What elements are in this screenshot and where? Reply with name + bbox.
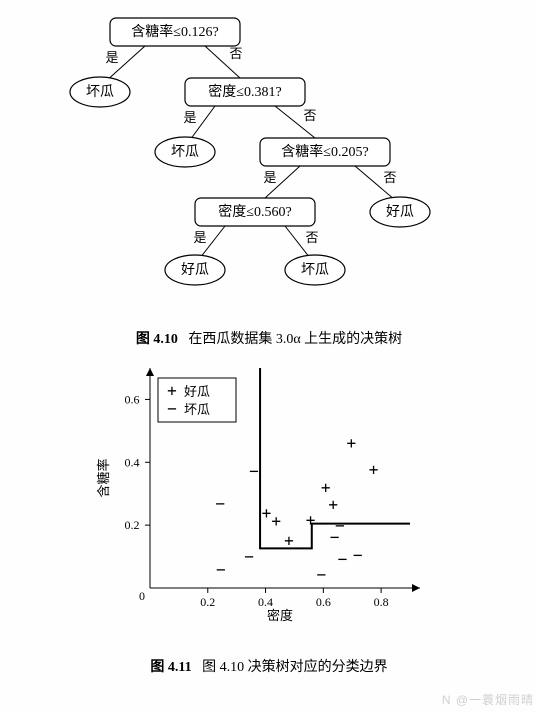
leaf-bad-1-label: 坏瓜 bbox=[86, 84, 114, 100]
svg-text:−: − bbox=[335, 516, 345, 535]
svg-text:−: − bbox=[353, 546, 363, 565]
legend-good-label: 好瓜 bbox=[184, 384, 210, 399]
svg-text:+: + bbox=[347, 433, 357, 452]
svg-text:0.2: 0.2 bbox=[125, 518, 140, 532]
watermark: N @一蓑烟雨晴 bbox=[442, 691, 534, 708]
svg-text:−: − bbox=[338, 549, 348, 568]
svg-text:+: + bbox=[369, 460, 379, 479]
svg-text:−: − bbox=[216, 560, 226, 579]
ticks: 0.2 0.4 0.6 0.8 0.2 0.4 0.6 bbox=[125, 392, 389, 609]
node-density2-label: 密度≤0.560? bbox=[218, 203, 291, 220]
edge-label-yes: 是 bbox=[105, 50, 118, 65]
caption-410-text: 在西瓜数据集 3.0α 上生成的决策树 bbox=[188, 332, 402, 347]
origin-label: 0 bbox=[139, 589, 145, 603]
caption-411-text: 图 4.10 决策树对应的分类边界 bbox=[202, 660, 388, 675]
svg-text:+: + bbox=[321, 478, 331, 497]
leaf-bad-2-label: 坏瓜 bbox=[171, 144, 199, 160]
data-points: ++++++++−−−−−−−−− bbox=[215, 433, 378, 583]
edge-label-yes: 是 bbox=[193, 230, 206, 245]
caption-411-fig: 图 4.11 bbox=[150, 660, 191, 675]
y-axis-arrow bbox=[146, 368, 154, 376]
svg-text:+: + bbox=[271, 512, 281, 531]
edge-label-no: 否 bbox=[303, 108, 316, 123]
ylabel: 含糖率 bbox=[96, 458, 111, 497]
caption-410-fig: 图 4.10 bbox=[136, 332, 178, 347]
node-sugar2-label: 含糖率≤0.205? bbox=[281, 143, 368, 160]
caption-410: 图 4.10 在西瓜数据集 3.0α 上生成的决策树 bbox=[0, 320, 538, 348]
svg-text:+: + bbox=[328, 495, 338, 514]
svg-text:−: − bbox=[215, 494, 225, 513]
xlabel: 密度 bbox=[267, 608, 293, 623]
edge-label-no: 否 bbox=[229, 46, 242, 61]
svg-text:−: − bbox=[244, 547, 254, 566]
decision-tree: 含糖率≤0.126? 是 否 坏瓜 密度≤0.381? 是 否 坏瓜 含糖率≤0… bbox=[0, 0, 538, 320]
svg-text:0.6: 0.6 bbox=[125, 392, 140, 406]
boundary-chart: + 好瓜 − 坏瓜 0.20.40.60.80.20.40.6 ++++++++… bbox=[0, 348, 538, 648]
edge-label-yes: 是 bbox=[263, 170, 276, 185]
leaf-good-2-label: 好瓜 bbox=[181, 262, 209, 278]
svg-text:0.6: 0.6 bbox=[316, 595, 331, 609]
legend-good-marker: + bbox=[167, 381, 177, 400]
svg-text:−: − bbox=[249, 462, 259, 481]
leaf-bad-3-label: 坏瓜 bbox=[301, 262, 329, 278]
node-root-label: 含糖率≤0.126? bbox=[131, 23, 218, 40]
edge-label-no: 否 bbox=[305, 230, 318, 245]
svg-text:0.4: 0.4 bbox=[125, 455, 140, 469]
legend-bad-marker: − bbox=[167, 399, 177, 418]
legend-bad-label: 坏瓜 bbox=[184, 402, 210, 417]
svg-text:+: + bbox=[306, 510, 316, 529]
svg-text:−: − bbox=[316, 565, 326, 584]
svg-text:0.4: 0.4 bbox=[258, 595, 273, 609]
svg-text:0.8: 0.8 bbox=[374, 595, 389, 609]
svg-text:0.2: 0.2 bbox=[200, 595, 215, 609]
svg-text:+: + bbox=[262, 504, 272, 523]
x-axis-arrow bbox=[412, 584, 420, 592]
svg-text:+: + bbox=[284, 531, 294, 550]
edge-label-no: 否 bbox=[383, 170, 396, 185]
node-density1-label: 密度≤0.381? bbox=[208, 83, 281, 100]
leaf-good-1-label: 好瓜 bbox=[386, 204, 414, 220]
edge-label-yes: 是 bbox=[183, 110, 196, 125]
caption-411: 图 4.11 图 4.10 决策树对应的分类边界 bbox=[0, 648, 538, 676]
